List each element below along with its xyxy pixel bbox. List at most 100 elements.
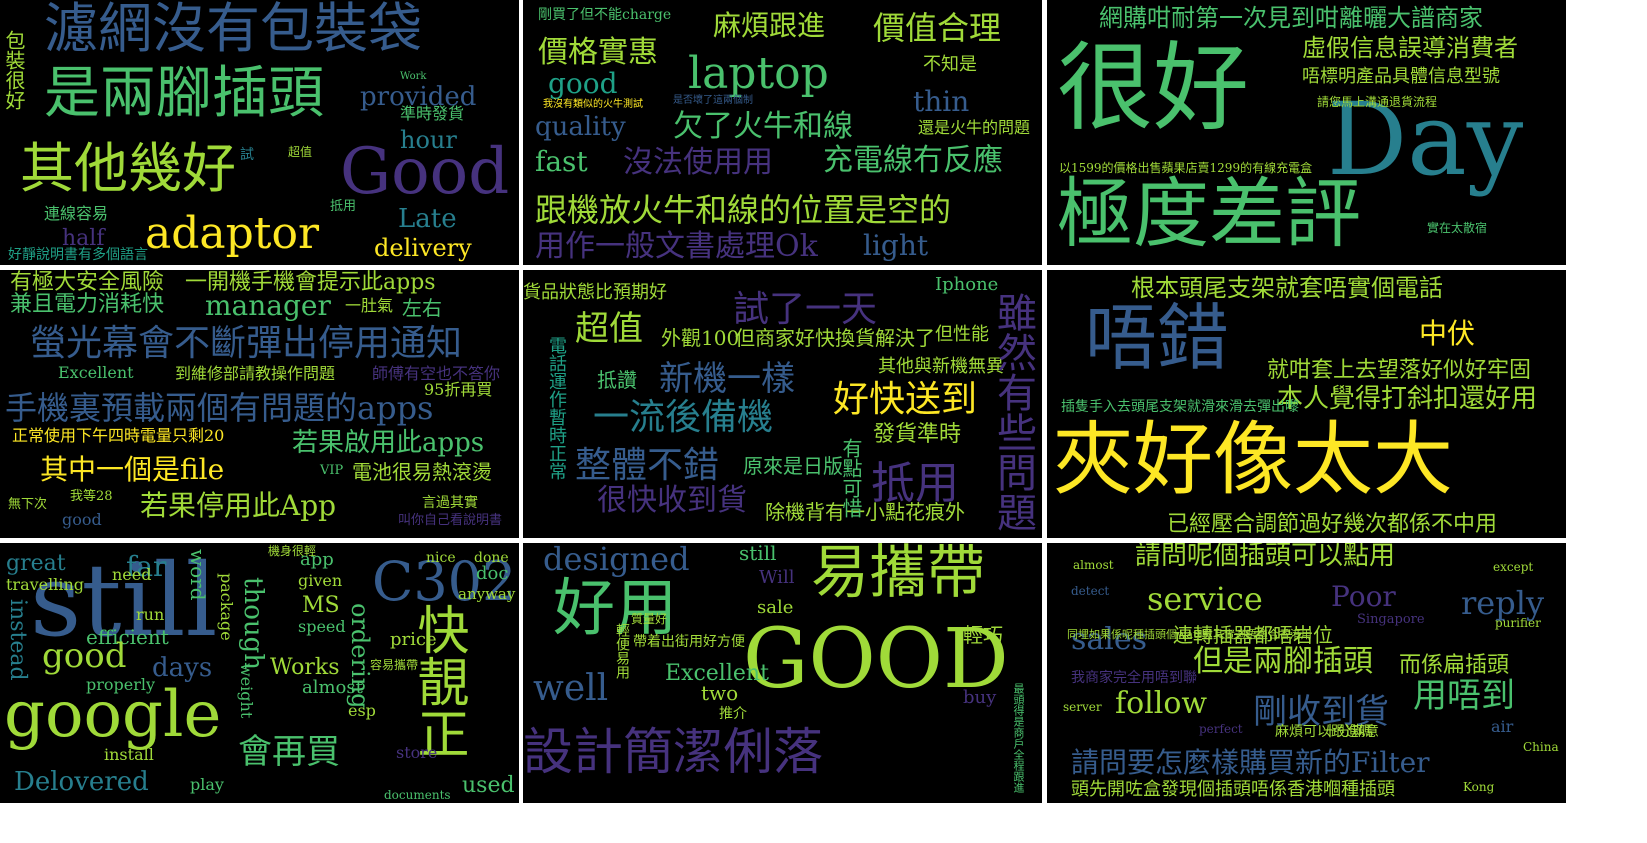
cloud-word: detect — [1071, 584, 1110, 598]
cloud-word: fast — [535, 145, 588, 178]
cloud-word: Day — [1327, 81, 1524, 198]
cloud-word: 價格實惠 — [538, 35, 658, 70]
word-cloud-panel: 根本頭尾支架就套唔實個電話 唔錯 中伏 就咁套上去望落好似好牢固 本人覺得打斜扣… — [1047, 270, 1566, 538]
cloud-word: 有極大安全風險 — [10, 270, 165, 295]
cloud-word: used — [462, 773, 515, 798]
cloud-word: nice — [426, 550, 456, 566]
cloud-word: 請問呢個插頭可以點用 — [1135, 543, 1396, 571]
cloud-word: good — [62, 510, 102, 529]
cloud-word: far — [126, 550, 167, 583]
cloud-word: 好快送到 — [833, 379, 978, 420]
cloud-word: ordering — [346, 603, 374, 709]
cloud-word: thin — [913, 85, 970, 118]
cloud-word: well — [533, 668, 609, 709]
word-cloud-panel: 網購咁耐第一次見到咁離曬大譜商家 很好 Day 極度差評 虛假信息誤導消費者 唔… — [1047, 0, 1566, 265]
cloud-word: 但性能 — [935, 324, 989, 345]
cloud-word: install — [104, 745, 154, 764]
cloud-word: 設計簡潔俐落 — [523, 723, 823, 781]
cloud-word: 跟機放火牛和線的位置是空的 — [535, 191, 952, 229]
cloud-word: air — [1491, 717, 1514, 736]
cloud-word: 除機背有一小點花痕外 — [765, 500, 965, 524]
cloud-word: 手機裏預載兩個有問題的apps — [5, 389, 434, 427]
cloud-word: 一流後備機 — [593, 397, 774, 438]
word-cloud-panel: 有極大安全風險 一開機手機會提示此apps 兼且電力消耗快 manager 一肚… — [0, 270, 519, 538]
cloud-word: 外觀100 — [661, 326, 740, 350]
cloud-word: package — [217, 573, 236, 641]
cloud-word: 機身很輕 — [268, 544, 317, 558]
cloud-word: 用唔到 — [1413, 676, 1515, 716]
cloud-word: 請您馬上溝通退貨流程 — [1317, 95, 1438, 109]
cloud-word: 是否壞了這兩個制 — [673, 95, 753, 106]
cloud-word: Singapore — [1357, 612, 1425, 627]
cloud-word: 其中一個是file — [40, 453, 225, 486]
cloud-word: 用作一般文書處理Ok — [535, 229, 818, 264]
cloud-word: 其他與新機無異 — [878, 356, 1004, 377]
cloud-word: reply — [1461, 584, 1545, 622]
word-cloud-panel: designed still 易攜帶 好用 Will sale GOOD wel… — [523, 543, 1042, 803]
cloud-word: delivery — [374, 234, 472, 262]
cloud-word: doc — [476, 563, 509, 584]
cloud-word: 好用 — [553, 571, 678, 644]
cloud-word: great — [6, 551, 66, 576]
cloud-word: 雖然有些問題 — [990, 292, 1036, 532]
cloud-word: Poor — [1331, 580, 1396, 613]
cloud-word: 電池很易熱滾燙 — [352, 460, 492, 484]
cloud-word: 好靜說明書有多個語言 — [8, 247, 148, 263]
cloud-word: 本人覺得打斜扣還好用 — [1277, 384, 1538, 414]
cloud-word: 容易攜帶 — [370, 658, 419, 672]
cloud-word: buy — [963, 687, 997, 708]
cloud-word: 若果停用此App — [140, 489, 337, 522]
cloud-word: price — [390, 629, 437, 650]
cloud-word: 同埋如果係呢種插頭個watt數其實適唔適合香港用 — [1067, 628, 1312, 641]
cloud-word: 抵用 — [330, 199, 357, 214]
cloud-word: run — [136, 605, 165, 624]
cloud-word: 頭先開咗盒發現個插頭唔係香港嗰種插頭 — [1071, 779, 1395, 800]
cloud-word: 唔錯 — [1085, 296, 1230, 380]
cloud-word: 整體不錯 — [575, 445, 720, 486]
cloud-word: 我等28 — [70, 489, 113, 504]
cloud-word: Delovered — [14, 767, 149, 797]
cloud-word: 推介 — [719, 706, 747, 722]
cloud-word: 夾好像太大 — [1053, 413, 1453, 506]
cloud-word: 95折再買 — [424, 380, 493, 399]
word-cloud-panel: 剛買了但不能charge 麻煩跟進 價值合理 價格實惠 laptop good … — [523, 0, 1042, 265]
cloud-word: play — [190, 775, 224, 794]
cloud-word: 易攜帶 — [811, 543, 986, 606]
cloud-word: 左右 — [402, 296, 442, 320]
cloud-word: 帶着出街用好方便 — [633, 634, 745, 650]
cloud-word: 請問要怎麼樣購買新的Filter — [1071, 746, 1430, 779]
cloud-word: 濾網沒有包裝袋 — [44, 0, 422, 60]
cloud-word: MS — [302, 593, 340, 618]
cloud-word: Will — [759, 567, 795, 588]
cloud-word: 以1599的價格出售蘋果店賣1299的有線充電盒 — [1059, 161, 1313, 175]
cloud-word: instead — [5, 599, 30, 681]
cloud-word: 言過其實 — [422, 495, 478, 511]
cloud-word: 抵讚 — [597, 368, 637, 392]
cloud-word: 快靚正 — [408, 603, 468, 759]
cloud-word: though — [238, 577, 268, 670]
cloud-word: 輕巧 — [963, 623, 1003, 647]
cloud-word: google — [4, 678, 222, 752]
cloud-word: quality — [535, 112, 626, 142]
cloud-word: 欠了火牛和線 — [673, 109, 853, 144]
cloud-word: 螢光幕會不斷彈出停用通知 — [30, 323, 463, 364]
cloud-word: 兼且電力消耗快 — [10, 292, 165, 317]
cloud-word: 發貨準時 — [873, 422, 962, 447]
cloud-word: 插隻手入去頭尾支架就滑來滑去彈出嚟 — [1061, 399, 1299, 415]
cloud-word: follow — [1115, 686, 1208, 721]
cloud-word: sale — [757, 597, 794, 618]
cloud-word: speed — [298, 617, 346, 636]
cloud-word: 而係扁插頭 — [1399, 653, 1510, 678]
cloud-word: 麻煩跟進 — [713, 9, 826, 42]
cloud-word: Excellent — [665, 661, 769, 686]
cloud-word: good — [548, 67, 618, 100]
cloud-word: Works — [270, 655, 340, 680]
cloud-word: 很好 — [1057, 32, 1249, 144]
cloud-word: adaptor — [145, 208, 320, 259]
cloud-word: done — [474, 550, 509, 566]
cloud-word: still — [739, 543, 777, 565]
cloud-word: Kong — [1463, 780, 1495, 794]
cloud-word: 中伏 — [1419, 317, 1476, 350]
cloud-word: esp — [348, 701, 376, 720]
cloud-word: Excellent — [58, 363, 134, 382]
